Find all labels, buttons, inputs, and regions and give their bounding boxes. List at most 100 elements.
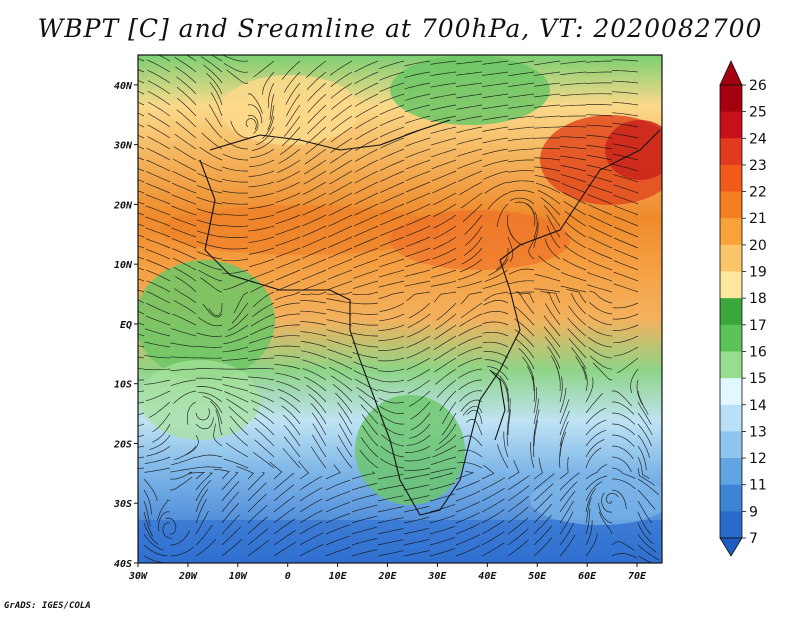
colorbar-label: 7 <box>749 531 758 547</box>
streamline <box>221 502 240 524</box>
streamline <box>330 93 353 110</box>
streamline <box>355 104 379 118</box>
streamline <box>433 335 457 350</box>
streamline <box>482 93 509 99</box>
streamline <box>327 348 353 359</box>
streamline <box>196 185 223 194</box>
streamline <box>612 133 639 139</box>
streamline <box>405 258 431 268</box>
streamline <box>613 346 639 357</box>
streamline <box>351 493 378 502</box>
x-tick-label: 30W <box>128 571 148 582</box>
streamline <box>544 238 561 260</box>
streamline <box>196 345 223 348</box>
streamline <box>508 280 535 285</box>
streamline <box>560 146 587 150</box>
y-axis: 40N 30N 20N 10N EQ 10S 20S 30S 40S <box>113 81 138 570</box>
streamline <box>405 170 431 182</box>
streamline <box>507 236 514 262</box>
streamline <box>138 310 145 315</box>
streamline <box>459 258 483 273</box>
streamline <box>560 60 587 65</box>
streamline <box>592 362 613 381</box>
streamline <box>559 421 569 447</box>
streamline <box>354 225 379 237</box>
streamline <box>330 137 353 153</box>
streamline <box>275 236 301 247</box>
streamline <box>327 280 353 291</box>
x-tick-label: 50E <box>528 571 547 582</box>
streamline <box>301 350 327 359</box>
colorbar-segment <box>720 191 742 219</box>
streamline <box>138 379 144 381</box>
streamline <box>143 511 154 537</box>
streamline <box>248 214 275 221</box>
colorbar-label: 24 <box>749 131 767 147</box>
streamline <box>276 170 301 183</box>
streamline <box>360 437 379 458</box>
streamline <box>588 314 613 326</box>
streamline <box>430 82 457 88</box>
streamline <box>481 520 505 535</box>
streamline <box>403 538 430 546</box>
streamline <box>613 194 639 205</box>
streamline <box>222 357 249 361</box>
streamline <box>429 548 456 557</box>
streamline <box>138 123 145 128</box>
streamline <box>300 310 327 315</box>
streamline <box>403 473 430 480</box>
streamline <box>300 340 327 348</box>
streamline <box>456 104 483 110</box>
streamline <box>152 412 171 433</box>
streamline <box>144 467 171 473</box>
streamline <box>434 357 457 373</box>
streamline <box>352 280 379 289</box>
streamline <box>588 247 613 260</box>
streamline <box>560 93 587 97</box>
streamline <box>406 324 431 338</box>
streamline <box>283 71 301 93</box>
streamline <box>361 425 379 447</box>
streamline <box>144 379 171 385</box>
streamline <box>407 313 431 328</box>
streamline <box>463 236 483 256</box>
streamline <box>585 439 605 458</box>
streamline <box>585 497 592 524</box>
streamline <box>406 434 431 446</box>
streamline <box>404 456 431 462</box>
streamline <box>222 178 249 183</box>
streamline <box>588 214 613 227</box>
streamline <box>405 225 431 237</box>
streamline <box>606 492 619 504</box>
streamline <box>482 82 509 87</box>
colorbar-label: 12 <box>749 451 767 467</box>
streamline <box>143 544 168 557</box>
streamline <box>325 513 351 524</box>
streamline <box>273 518 296 535</box>
streamline <box>433 214 457 229</box>
streamline <box>379 405 405 414</box>
streamline <box>434 324 457 340</box>
streamline <box>195 479 212 502</box>
streamline <box>249 269 275 280</box>
streamline <box>612 80 639 84</box>
streamline <box>144 328 171 337</box>
streamline <box>586 154 613 161</box>
colorbar-segment <box>720 351 742 379</box>
streamline <box>637 544 660 561</box>
x-tick-label: 0 <box>285 571 291 582</box>
streamline <box>359 449 379 469</box>
streamline <box>405 137 431 147</box>
streamline <box>378 280 405 288</box>
streamline <box>138 234 145 238</box>
streamline <box>611 445 634 460</box>
streamline <box>196 454 223 458</box>
streamline <box>196 386 223 392</box>
streamline <box>456 280 483 289</box>
streamline <box>432 236 457 250</box>
streamline <box>221 514 240 535</box>
colorbar-label: 25 <box>749 105 767 121</box>
streamline <box>613 215 639 227</box>
streamline <box>275 181 301 193</box>
streamline <box>406 192 431 204</box>
